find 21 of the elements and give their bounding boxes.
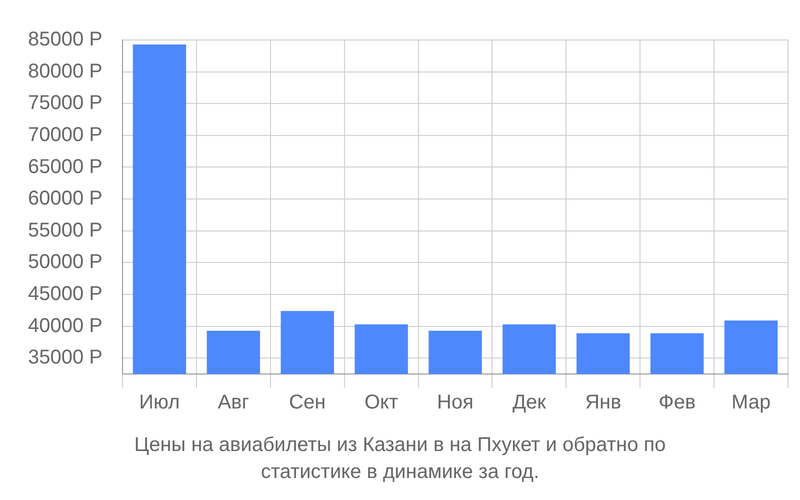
y-tick-label: 80000 Р bbox=[28, 60, 103, 82]
x-tick-label: Авг bbox=[218, 392, 250, 414]
x-tick-label: Окт bbox=[364, 392, 398, 414]
x-tick-label: Июл bbox=[139, 392, 180, 414]
x-tick-label: Сен bbox=[289, 392, 326, 414]
y-tick-label: 40000 Р bbox=[28, 314, 103, 337]
y-tick-label: 60000 Р bbox=[28, 188, 103, 210]
y-tick-label: 85000 Р bbox=[28, 28, 103, 51]
y-tick-label: 50000 Р bbox=[28, 251, 103, 274]
x-tick-label: Фев bbox=[658, 392, 696, 414]
x-tick-label: Дек bbox=[512, 392, 546, 414]
text: Цены на авиабилеты из Казани в на Пхукет и обратно по статистике в динамике за год. bbox=[133, 433, 667, 485]
y-tick-label: 45000 Р bbox=[28, 282, 103, 305]
x-tick-label: Ноя bbox=[437, 392, 474, 414]
y-tick-label: 65000 Р bbox=[28, 156, 103, 178]
y-tick-label: 75000 Р bbox=[28, 92, 103, 114]
y-tick-label: 55000 Р bbox=[28, 219, 103, 242]
y-tick-label: 35000 Р bbox=[28, 346, 103, 369]
y-tick-label: 70000 Р bbox=[28, 124, 103, 146]
x-tick-label: Мар bbox=[731, 392, 771, 414]
x-tick-label: Янв bbox=[585, 392, 622, 414]
